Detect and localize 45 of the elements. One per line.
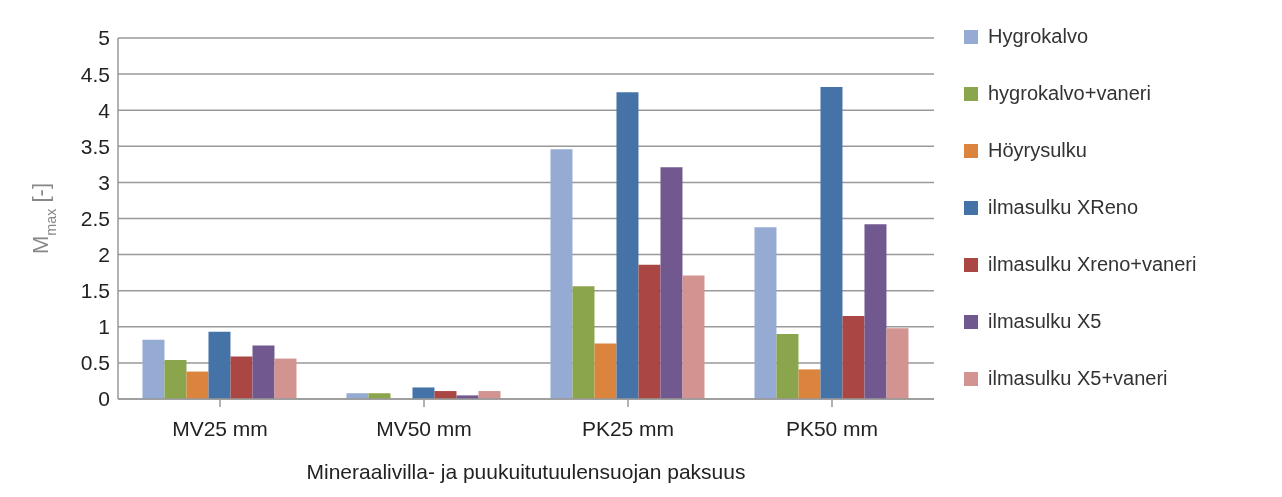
legend-label: hygrokalvo+vaneri — [988, 82, 1151, 105]
y-tick-label: 3 — [98, 170, 110, 194]
legend-label: Hygrokalvo — [988, 25, 1089, 48]
bar — [274, 358, 297, 399]
x-tick-label: PK25 mm — [581, 416, 675, 440]
bar — [616, 92, 639, 399]
bar — [864, 224, 887, 399]
legend-label: ilmasulku X5+vaneri — [988, 367, 1168, 390]
bar — [842, 315, 865, 399]
bar — [776, 334, 799, 399]
legend-label: Höyrysulku — [988, 139, 1087, 162]
bar — [252, 345, 275, 399]
legend-label: ilmasulku XReno — [988, 196, 1139, 219]
y-tick-label: 4 — [98, 98, 111, 122]
x-tick-label: MV25 mm — [172, 416, 268, 440]
bar — [550, 149, 573, 399]
bar — [208, 331, 231, 399]
bar — [820, 87, 843, 399]
legend-label: ilmasulku X5 — [988, 310, 1102, 333]
y-tick-label: 1 — [98, 315, 110, 339]
legend-label: ilmasulku Xreno+vaneri — [988, 253, 1197, 276]
y-tick-label: 4.5 — [80, 62, 110, 86]
x-tick-label: PK50 mm — [785, 416, 879, 440]
bar — [682, 275, 705, 399]
bar — [594, 343, 617, 399]
y-tick-label: 1.5 — [80, 279, 110, 303]
y-tick-label: 3.5 — [80, 134, 110, 158]
bar — [164, 360, 187, 399]
bar — [754, 227, 777, 399]
y-tick-label: 2 — [98, 243, 110, 267]
bar — [412, 387, 435, 399]
bar — [660, 167, 683, 399]
bar — [186, 371, 209, 399]
y-tick-label: 0.5 — [80, 351, 110, 375]
y-tick-label: 0 — [98, 387, 110, 411]
x-axis-title: Mineraalivilla- ja puukuitutuulensuojan paksuus — [306, 460, 746, 483]
bar — [572, 286, 595, 399]
bar — [230, 356, 253, 399]
bar — [886, 328, 909, 399]
bar — [142, 339, 165, 399]
x-tick-label: MV50 mm — [376, 416, 472, 440]
y-tick-label: 2.5 — [80, 206, 110, 230]
y-tick-label: 5 — [98, 26, 110, 50]
bar — [638, 264, 661, 399]
bar — [798, 369, 821, 399]
